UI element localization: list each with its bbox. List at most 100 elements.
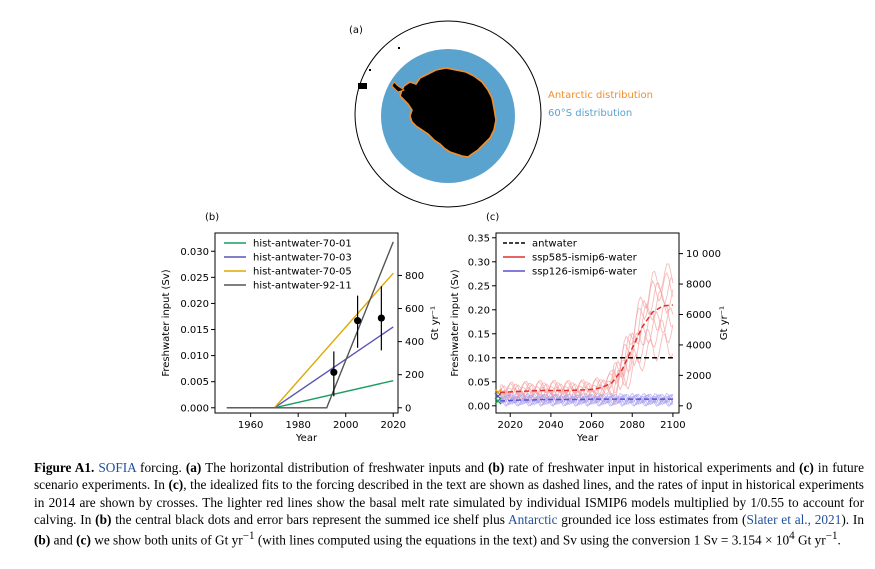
y-tick-label: 0.30 bbox=[468, 257, 490, 268]
y-right-tick-label: 600 bbox=[405, 304, 424, 315]
series-line bbox=[226, 379, 394, 409]
model-line-ssp585 bbox=[499, 289, 674, 398]
x-tick-label: 2020 bbox=[498, 420, 523, 431]
y-right-tick-label: 8000 bbox=[686, 280, 711, 291]
y-tick-label: 0.00 bbox=[468, 401, 490, 412]
x-tick-label: 2080 bbox=[620, 420, 645, 431]
model-line-ssp585 bbox=[499, 306, 674, 400]
panel-label: (c) bbox=[486, 212, 499, 223]
y-right-tick-label: 4000 bbox=[686, 340, 711, 351]
series-line bbox=[226, 272, 394, 409]
caption-ref: (b) bbox=[488, 460, 505, 475]
y-tick-label: 0.030 bbox=[180, 247, 209, 258]
caption-sup: 4 bbox=[789, 530, 795, 543]
caption-sofia-link[interactable]: SOFIA bbox=[98, 460, 137, 475]
caption-text: Gt yr bbox=[794, 532, 826, 548]
legend-label: hist-antwater-92-11 bbox=[253, 281, 352, 292]
panel-a-label: (a) bbox=[349, 25, 363, 36]
legend-label: hist-antwater-70-05 bbox=[253, 267, 352, 278]
panel-c-chart: (c) 2020 2040 2060 2080 2100 0.00 0.05 0.10 0.15 0… bbox=[450, 212, 730, 444]
y-tick-label: 0.10 bbox=[468, 353, 490, 364]
model-line-ssp585 bbox=[499, 271, 674, 396]
antarctica-shape bbox=[399, 67, 497, 158]
figure-caption: Figure A1. SOFIA forcing. (a) The horizo… bbox=[34, 459, 864, 549]
cross-marker bbox=[494, 397, 502, 405]
island-shape bbox=[358, 83, 367, 89]
caption-text: the central black dots and error bars re… bbox=[111, 511, 509, 527]
legend-label: antwater bbox=[532, 239, 578, 250]
series-line bbox=[500, 304, 673, 394]
x-tick-label: 2060 bbox=[579, 420, 604, 431]
caption-ref: (c) bbox=[168, 477, 184, 493]
panel-b-chart: (b)1960 1980 2000 20200.0000.0050.0100.0150… bbox=[161, 212, 441, 444]
y-right-axis-label: Gt yr⁻¹ bbox=[719, 306, 730, 340]
caption-antarctic-link[interactable]: Antarctic bbox=[508, 511, 558, 527]
legend-label: hist-antwater-70-01 bbox=[253, 239, 352, 250]
caption-text: . bbox=[837, 532, 841, 548]
model-line-ssp126 bbox=[499, 397, 674, 408]
caption-text: in future scenario experiments. In bbox=[34, 460, 864, 493]
y-tick-label: 0.15 bbox=[468, 329, 490, 340]
y-tick-label: 0.015 bbox=[180, 325, 209, 336]
y-tick-label: 0.005 bbox=[180, 377, 209, 388]
y-tick-label: 0.25 bbox=[468, 281, 490, 292]
caption-ref: (b) bbox=[34, 532, 51, 548]
caption-text: The horizontal distribution of freshwate… bbox=[201, 460, 489, 475]
y-right-tick-label: 6000 bbox=[686, 310, 711, 321]
series-line bbox=[500, 398, 673, 402]
caption-ref: (c) bbox=[799, 460, 814, 475]
legend-60s: 60°S distribution bbox=[548, 108, 632, 119]
caption-text: grounded ice loss estimates from ( bbox=[557, 511, 747, 527]
y-tick-label: 0.020 bbox=[180, 299, 209, 310]
y-tick-label: 0.05 bbox=[468, 377, 490, 388]
data-point bbox=[377, 314, 385, 322]
x-axis-label: Year bbox=[576, 433, 599, 444]
y-right-tick-label: 200 bbox=[405, 370, 424, 381]
caption-sup: −1 bbox=[242, 530, 255, 543]
y-right-tick-label: 0 bbox=[405, 403, 411, 414]
y-right-axis-label: Gt yr⁻¹ bbox=[430, 306, 441, 340]
y-right-tick-label: 10 000 bbox=[686, 249, 721, 260]
model-line-ssp126 bbox=[499, 395, 673, 406]
caption-text: forcing. bbox=[136, 460, 186, 475]
data-point bbox=[353, 317, 362, 325]
island-dot bbox=[369, 69, 371, 71]
model-line-ssp585 bbox=[499, 333, 674, 405]
legend-antarctic: Antarctic distribution bbox=[548, 90, 653, 101]
caption-ref: (b) bbox=[95, 511, 112, 527]
panel-a-map bbox=[354, 20, 542, 208]
peninsula-shape bbox=[391, 81, 406, 93]
caption-sup: −1 bbox=[825, 530, 838, 543]
caption-figure-label: Figure A1. bbox=[34, 460, 95, 475]
x-tick-label: 2020 bbox=[381, 420, 406, 431]
caption-slater-citation[interactable]: Slater et al., 2021 bbox=[746, 511, 842, 527]
x-tick-label: 2100 bbox=[660, 420, 685, 431]
y-axis-label: Freshwater input (Sv) bbox=[450, 269, 461, 376]
legend-label: ssp126-ismip6-water bbox=[532, 267, 638, 278]
caption-text: and bbox=[50, 532, 77, 548]
y-tick-label: 0.20 bbox=[468, 305, 490, 316]
caption-text: (with lines computed using the equations… bbox=[254, 532, 790, 548]
figure: (a) Antarctic distribution 60°S distribu… bbox=[161, 20, 730, 444]
y-right-tick-label: 2000 bbox=[686, 371, 711, 382]
x-tick-label: 1980 bbox=[285, 420, 310, 431]
caption-text: we show both units of Gt yr bbox=[90, 532, 243, 548]
y-right-tick-label: 400 bbox=[405, 337, 424, 348]
caption-ref: (c) bbox=[76, 532, 91, 548]
caption-text: rate of freshwater input in historical e… bbox=[504, 460, 800, 475]
y-right-tick-label: 0 bbox=[686, 401, 692, 412]
legend-label: hist-antwater-70-03 bbox=[253, 253, 352, 264]
y-tick-label: 0.010 bbox=[180, 351, 209, 362]
panel-label: (b) bbox=[205, 212, 219, 223]
y-right-tick-label: 800 bbox=[405, 271, 424, 282]
y-tick-label: 0.025 bbox=[180, 273, 209, 284]
y-axis-label: Freshwater input (Sv) bbox=[161, 269, 172, 376]
island-dot bbox=[398, 47, 400, 49]
axes-frame bbox=[214, 232, 399, 414]
caption-ref: (a) bbox=[185, 460, 202, 475]
x-tick-label: 1960 bbox=[238, 420, 263, 431]
y-tick-label: 0.35 bbox=[468, 233, 490, 244]
model-line-ssp585 bbox=[499, 277, 674, 397]
axes-frame bbox=[495, 232, 680, 414]
y-tick-label: 0.000 bbox=[180, 403, 209, 414]
